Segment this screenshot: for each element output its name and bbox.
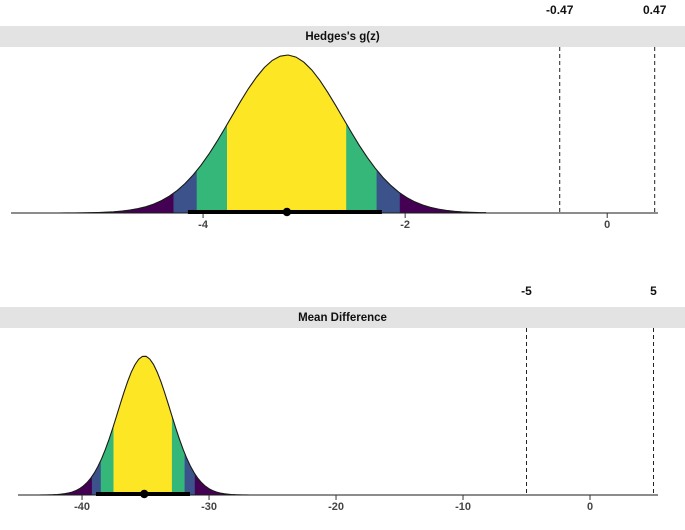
- density-segment: [184, 453, 196, 496]
- x-tick-label: -10: [455, 501, 471, 513]
- density-segment: [171, 416, 186, 496]
- density-plot-mean-difference: [18, 328, 658, 500]
- density-segment: [227, 54, 347, 214]
- x-axis-labels-hedges-g: -4 -2 0: [0, 219, 685, 233]
- density-segment: [100, 424, 115, 496]
- density-segment: [113, 355, 173, 496]
- facet-strip-hedges-g: Hedges's g(z): [0, 26, 685, 47]
- rope-labels-row: -0.47 0.47: [0, 3, 685, 19]
- x-tick-label: -20: [328, 501, 344, 513]
- x-tick-label: -2: [400, 219, 411, 231]
- facet-strip-mean-difference: Mean Difference: [0, 307, 685, 328]
- x-tick-label: -30: [201, 501, 217, 513]
- density-segment: [11, 192, 175, 214]
- density-segment: [196, 122, 228, 214]
- point-estimate-dot: [282, 207, 292, 217]
- x-tick-label: 0: [604, 219, 611, 231]
- rope-high-label: 0.47: [643, 3, 667, 17]
- rope-high-label: 5: [650, 284, 657, 298]
- rope-labels-row: -5 5: [0, 284, 685, 300]
- x-tick-label: -4: [198, 219, 208, 231]
- rope-low-label: -5: [521, 284, 532, 298]
- density-segment: [91, 458, 102, 496]
- point-estimate-dot: [140, 489, 149, 499]
- panel-title-hedges-g: Hedges's g(z): [305, 30, 380, 43]
- rope-low-label: -0.47: [546, 3, 574, 17]
- x-tick-label: -40: [74, 501, 90, 513]
- panel-title-mean-difference: Mean Difference: [298, 311, 387, 324]
- density-segment: [376, 169, 401, 214]
- density-segment: [346, 122, 378, 214]
- density-segment: [173, 169, 198, 214]
- density-plot-hedges-g: [11, 47, 658, 218]
- x-tick-label: 0: [586, 501, 594, 513]
- x-axis-labels-mean-difference: -40 -30 -20 -10 0: [0, 501, 685, 515]
- density-outline: [31, 355, 254, 496]
